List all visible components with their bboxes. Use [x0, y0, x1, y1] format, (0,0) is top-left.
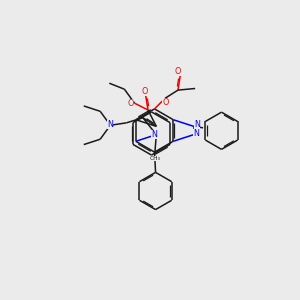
Text: N: N: [151, 130, 157, 139]
Text: O: O: [174, 67, 181, 76]
Text: N: N: [193, 129, 199, 138]
Text: CH₃: CH₃: [149, 156, 160, 161]
Text: N: N: [194, 120, 200, 129]
Text: O: O: [162, 98, 169, 106]
Text: N: N: [107, 120, 113, 129]
Text: O: O: [142, 87, 148, 96]
Text: O: O: [127, 99, 134, 108]
